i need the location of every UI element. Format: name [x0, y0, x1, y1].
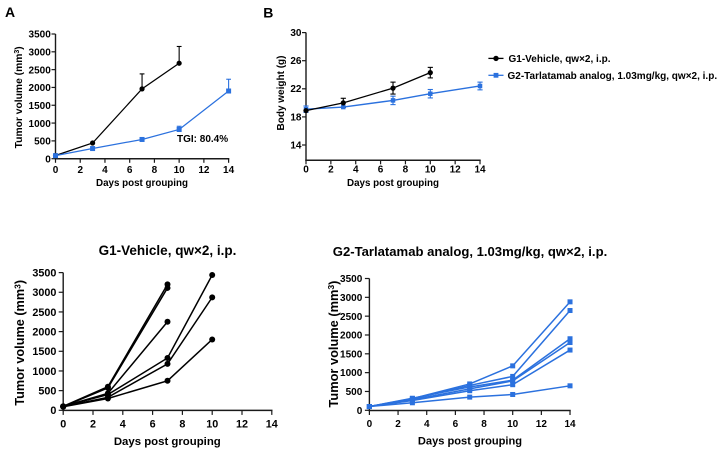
- svg-text:6: 6: [453, 419, 459, 430]
- svg-text:2500: 2500: [29, 65, 52, 76]
- svg-text:10: 10: [507, 419, 519, 430]
- svg-text:3000: 3000: [340, 293, 363, 304]
- svg-text:500: 500: [38, 386, 56, 398]
- svg-text:8: 8: [179, 419, 185, 431]
- svg-text:6: 6: [378, 165, 384, 176]
- svg-text:2000: 2000: [29, 83, 52, 94]
- svg-text:Tumor volume (mm3): Tumor volume (mm3): [326, 281, 341, 408]
- svg-text:14: 14: [564, 419, 576, 430]
- svg-text:0: 0: [60, 419, 66, 431]
- svg-text:4: 4: [120, 419, 126, 431]
- svg-text:1500: 1500: [29, 101, 52, 112]
- svg-text:30: 30: [290, 28, 302, 39]
- svg-text:12: 12: [536, 419, 548, 430]
- svg-text:4: 4: [424, 419, 430, 430]
- svg-text:2000: 2000: [340, 331, 363, 342]
- svg-text:Days post grouping: Days post grouping: [347, 178, 439, 189]
- svg-text:1500: 1500: [32, 346, 56, 358]
- svg-text:10: 10: [425, 165, 437, 176]
- svg-text:1000: 1000: [32, 366, 56, 378]
- svg-text:B: B: [263, 5, 273, 21]
- svg-text:10: 10: [174, 165, 186, 176]
- svg-text:2: 2: [90, 419, 96, 431]
- svg-text:0: 0: [303, 165, 309, 176]
- svg-text:8: 8: [152, 165, 158, 176]
- svg-text:500: 500: [346, 387, 363, 398]
- svg-text:2: 2: [328, 165, 334, 176]
- svg-text:Days post grouping: Days post grouping: [418, 435, 522, 447]
- svg-text:Days post grouping: Days post grouping: [114, 436, 221, 448]
- svg-text:8: 8: [481, 419, 487, 430]
- svg-text:Days post grouping: Days post grouping: [96, 178, 188, 189]
- svg-text:1000: 1000: [340, 368, 363, 379]
- svg-text:2500: 2500: [32, 307, 56, 319]
- svg-text:3500: 3500: [29, 30, 52, 41]
- svg-text:4: 4: [353, 165, 359, 176]
- svg-text:1500: 1500: [340, 349, 363, 360]
- svg-text:10: 10: [206, 419, 218, 431]
- svg-text:12: 12: [450, 165, 462, 176]
- svg-text:12: 12: [236, 419, 248, 431]
- svg-text:Tumor volume (mm3): Tumor volume (mm3): [12, 280, 27, 406]
- svg-text:3000: 3000: [32, 287, 56, 299]
- svg-text:3000: 3000: [29, 48, 52, 59]
- svg-text:2000: 2000: [32, 327, 56, 339]
- svg-text:3500: 3500: [32, 268, 56, 280]
- svg-text:12: 12: [198, 165, 210, 176]
- svg-text:14: 14: [290, 140, 302, 151]
- svg-text:22: 22: [290, 84, 302, 95]
- svg-text:6: 6: [150, 419, 156, 431]
- svg-text:G1-Vehicle, qw×2, i.p.: G1-Vehicle, qw×2, i.p.: [99, 243, 237, 258]
- svg-text:500: 500: [34, 137, 51, 148]
- svg-text:TGI: 80.4%: TGI: 80.4%: [177, 134, 228, 145]
- svg-text:0: 0: [357, 406, 363, 417]
- svg-text:0: 0: [53, 165, 59, 176]
- svg-text:1000: 1000: [29, 119, 52, 130]
- svg-text:14: 14: [223, 165, 235, 176]
- svg-text:14: 14: [474, 165, 486, 176]
- svg-text:3500: 3500: [340, 274, 363, 285]
- svg-text:G1-Vehicle, qw×2, i.p.: G1-Vehicle, qw×2, i.p.: [509, 54, 611, 65]
- svg-text:0: 0: [45, 154, 51, 165]
- svg-text:A: A: [5, 4, 15, 20]
- svg-text:Tumor volume (mm3): Tumor volume (mm3): [14, 46, 25, 148]
- svg-text:14: 14: [266, 419, 278, 431]
- svg-text:2: 2: [77, 165, 83, 176]
- svg-text:Body weight (g): Body weight (g): [276, 56, 287, 131]
- svg-text:26: 26: [290, 56, 302, 67]
- svg-text:4: 4: [102, 165, 108, 176]
- svg-text:0: 0: [50, 405, 56, 417]
- svg-text:2: 2: [395, 419, 401, 430]
- svg-text:2500: 2500: [340, 312, 363, 323]
- svg-text:G2-Tarlatamab analog, 1.03mg/k: G2-Tarlatamab analog, 1.03mg/kg, qw×2, i…: [333, 244, 607, 259]
- svg-text:G2-Tarlatamab analog, 1.03mg/k: G2-Tarlatamab analog, 1.03mg/kg, qw×2, i…: [508, 71, 718, 82]
- svg-text:6: 6: [127, 165, 133, 176]
- svg-text:8: 8: [403, 165, 409, 176]
- svg-text:0: 0: [367, 419, 373, 430]
- svg-text:18: 18: [290, 112, 302, 123]
